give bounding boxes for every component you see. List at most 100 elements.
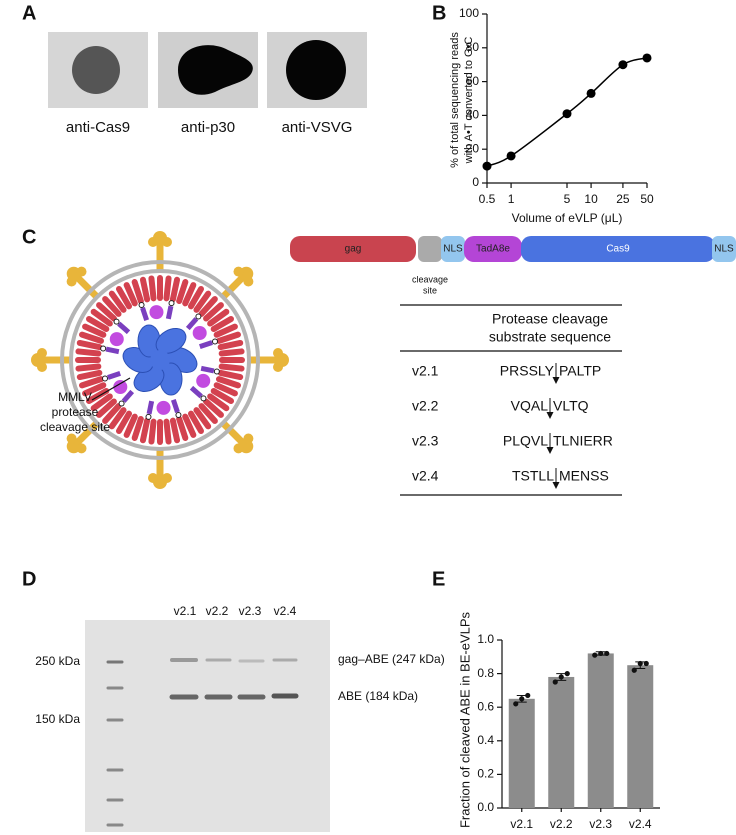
data-point — [482, 161, 492, 171]
gag-unit — [213, 323, 238, 338]
y-tick-label: 0.0 — [477, 800, 494, 814]
y-tick-label: 100 — [459, 6, 479, 20]
gag-unit — [123, 282, 138, 307]
gag-unit — [79, 331, 105, 344]
label: substrate sequence — [489, 329, 611, 345]
panel-letter: C — [22, 226, 36, 248]
linker — [146, 400, 155, 415]
cleavage-site — [113, 318, 120, 325]
x-tick-label: v2.1 — [510, 817, 533, 831]
spike-head — [76, 266, 87, 277]
blot-spot — [72, 46, 120, 94]
gag-unit — [210, 388, 235, 404]
replicate-point — [604, 650, 610, 657]
spike-head — [233, 443, 244, 454]
spike — [219, 419, 246, 446]
gag-unit — [188, 410, 204, 435]
panel-letter: D — [22, 568, 36, 590]
label: MENSS — [559, 468, 609, 484]
bar — [548, 676, 575, 808]
tada — [192, 326, 207, 341]
linker — [200, 365, 215, 374]
gag-unit — [163, 275, 172, 302]
label: VQAL — [511, 398, 549, 414]
gag-unit — [163, 418, 172, 445]
gag-unit — [90, 393, 113, 412]
label: PRSSLY — [500, 363, 555, 379]
cleavage-site — [145, 413, 152, 420]
replicate-point — [643, 660, 649, 667]
gag-unit — [102, 403, 122, 424]
linker — [170, 399, 180, 413]
spike-head — [243, 433, 254, 444]
cleavage-site — [168, 300, 175, 307]
gag-unit — [182, 282, 197, 307]
linker — [165, 305, 174, 320]
label: TLNIERR — [553, 433, 613, 449]
panel-letter: E — [432, 568, 445, 590]
panel-letter: B — [432, 2, 446, 24]
gag-unit — [218, 348, 245, 357]
label: NLS — [443, 244, 463, 255]
spike — [74, 419, 101, 446]
x-tick-label: v2.2 — [550, 817, 573, 831]
label: TadA8e — [476, 244, 510, 255]
gag-unit — [198, 403, 218, 424]
gag-unit — [123, 413, 138, 438]
envelope — [60, 260, 260, 460]
cleavage-site — [138, 302, 145, 309]
x-tick-label: v2.4 — [629, 817, 652, 831]
gag-unit — [176, 415, 189, 441]
label: v2.1 — [174, 604, 197, 618]
replicate-point — [552, 679, 558, 685]
label: MMLV — [58, 390, 92, 404]
replicate-point — [637, 660, 643, 667]
bar — [508, 698, 535, 808]
cut-arrow-head — [546, 447, 554, 454]
replicate-point — [513, 701, 519, 707]
tada — [113, 379, 128, 394]
y-tick-label: 1.0 — [477, 632, 494, 646]
domain — [441, 236, 465, 262]
gag-unit — [102, 296, 122, 317]
gag-unit — [96, 302, 117, 322]
gag-unit — [85, 388, 110, 404]
gag-unit — [131, 279, 144, 305]
label: anti-p30 — [181, 119, 235, 136]
gag-unit — [207, 393, 230, 412]
spike-head — [66, 433, 77, 444]
label: v2.4 — [274, 604, 297, 618]
gag-unit — [82, 323, 107, 338]
linker — [107, 370, 121, 380]
data-point — [586, 88, 596, 98]
linker — [185, 317, 199, 331]
y-tick-label: 0 — [472, 175, 479, 189]
domain — [464, 236, 522, 262]
cleavage-site — [195, 313, 202, 320]
cut-arrow-head — [552, 482, 560, 489]
data-point — [618, 60, 628, 70]
envelope — [69, 269, 251, 451]
gag-unit — [148, 418, 157, 445]
linker — [105, 346, 120, 355]
pointer — [91, 377, 131, 401]
label: PLQVL — [503, 433, 548, 449]
blot-spot — [286, 40, 346, 100]
gag-unit — [217, 339, 244, 351]
label: Protease cleavage — [492, 311, 608, 327]
blot-spot — [178, 45, 253, 95]
tada — [196, 373, 211, 388]
replicate-point — [598, 650, 604, 657]
label: NLS — [714, 244, 734, 255]
y-tick-label: 0.8 — [477, 666, 494, 680]
data-point — [506, 151, 516, 161]
spike-head — [273, 362, 283, 372]
x-tick-label: v2.3 — [589, 817, 612, 831]
bar — [587, 653, 614, 808]
gag-unit — [215, 376, 241, 389]
y-tick-label: 0.2 — [477, 767, 494, 781]
gag-unit — [139, 276, 151, 303]
spike-head — [37, 362, 47, 372]
label: site — [423, 285, 437, 295]
gel — [85, 620, 330, 832]
